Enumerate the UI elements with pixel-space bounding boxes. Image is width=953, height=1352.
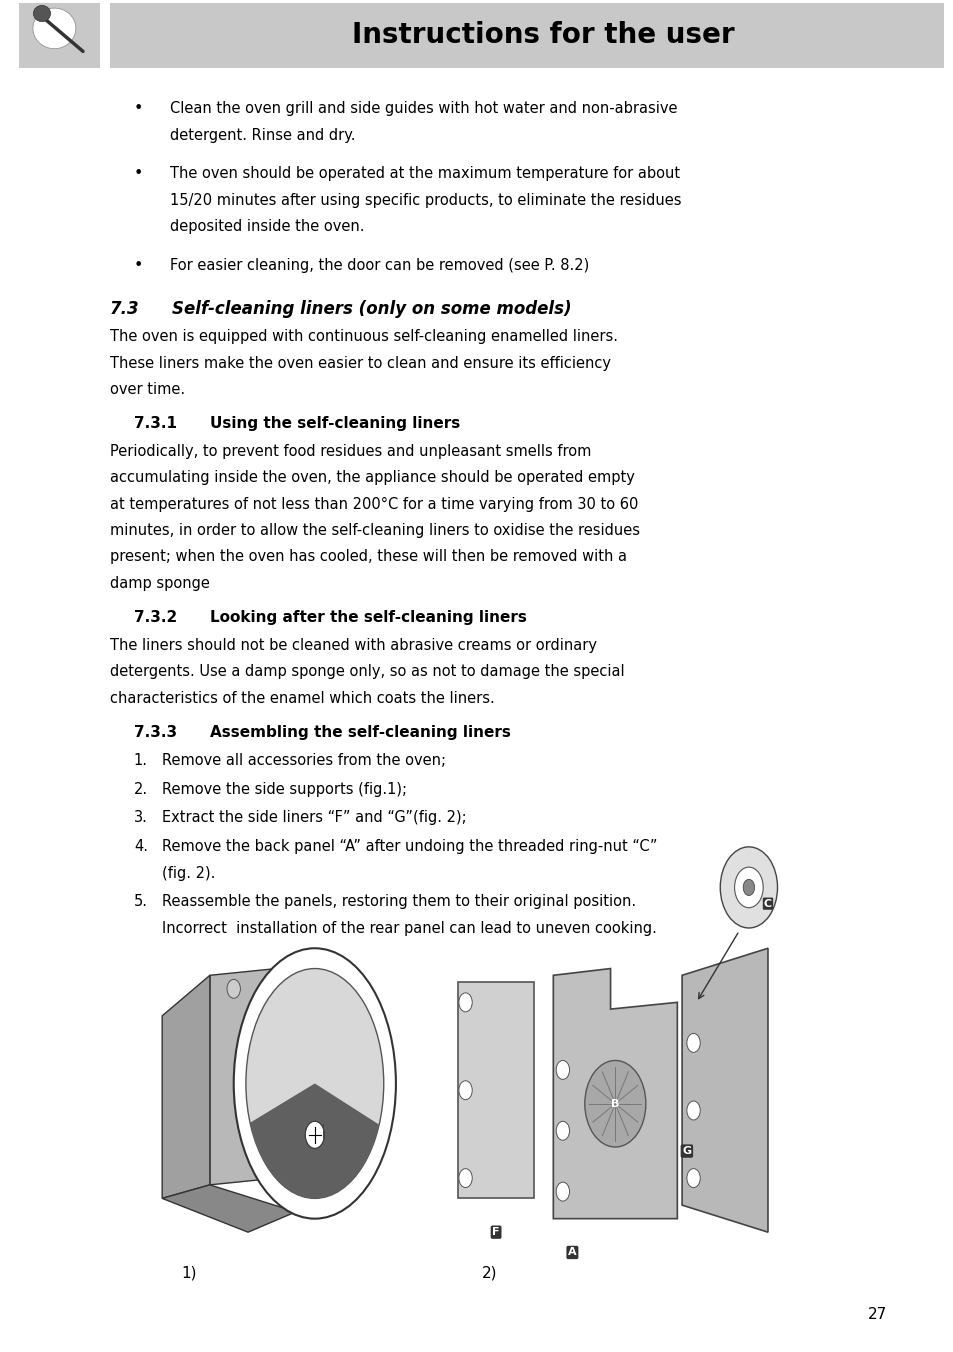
Text: 1): 1) (181, 1265, 196, 1280)
Text: 27: 27 (867, 1307, 886, 1322)
Ellipse shape (246, 968, 383, 1198)
Text: Instructions for the user: Instructions for the user (352, 22, 735, 49)
Text: Remove all accessories from the oven;: Remove all accessories from the oven; (162, 753, 446, 768)
Text: 7.3: 7.3 (110, 300, 139, 318)
Text: B: B (611, 1099, 618, 1109)
Circle shape (458, 1080, 472, 1099)
Circle shape (686, 1101, 700, 1119)
Polygon shape (210, 968, 276, 1184)
Circle shape (734, 867, 762, 907)
Ellipse shape (233, 948, 395, 1218)
Bar (457, 982, 534, 1198)
Text: 7.3.3: 7.3.3 (133, 725, 176, 740)
Text: Looking after the self-cleaning liners: Looking after the self-cleaning liners (210, 610, 526, 626)
Text: 5.: 5. (133, 895, 148, 910)
Circle shape (227, 979, 240, 998)
Ellipse shape (33, 5, 51, 22)
Circle shape (556, 1182, 569, 1201)
Polygon shape (250, 1083, 378, 1198)
Text: •: • (133, 101, 143, 116)
Ellipse shape (32, 8, 75, 49)
Text: detergent. Rinse and dry.: detergent. Rinse and dry. (170, 127, 355, 143)
Text: characteristics of the enamel which coats the liners.: characteristics of the enamel which coat… (110, 691, 494, 706)
Text: The oven is equipped with continuous self-cleaning enamelled liners.: The oven is equipped with continuous sel… (110, 329, 617, 345)
Polygon shape (162, 1184, 295, 1232)
Text: Extract the side liners “F” and “G”(fig. 2);: Extract the side liners “F” and “G”(fig.… (162, 810, 466, 826)
Text: Reassemble the panels, restoring them to their original position.: Reassemble the panels, restoring them to… (162, 895, 636, 910)
Text: A: A (567, 1248, 577, 1257)
Text: Assembling the self-cleaning liners: Assembling the self-cleaning liners (210, 725, 510, 740)
Text: detergents. Use a damp sponge only, so as not to damage the special: detergents. Use a damp sponge only, so a… (110, 664, 623, 679)
Text: Remove the side supports (fig.1);: Remove the side supports (fig.1); (162, 781, 407, 796)
Text: Remove the back panel “A” after undoing the threaded ring-nut “C”: Remove the back panel “A” after undoing … (162, 840, 657, 854)
Text: 2): 2) (481, 1265, 497, 1280)
Circle shape (458, 1168, 472, 1187)
Text: 3.: 3. (133, 810, 148, 826)
Text: 1.: 1. (133, 753, 148, 768)
Text: Self-cleaning liners (only on some models): Self-cleaning liners (only on some model… (172, 300, 571, 318)
Text: These liners make the oven easier to clean and ensure its efficiency: These liners make the oven easier to cle… (110, 356, 610, 370)
Text: Using the self-cleaning liners: Using the self-cleaning liners (210, 416, 459, 431)
Circle shape (556, 1060, 569, 1079)
Text: minutes, in order to allow the self-cleaning liners to oxidise the residues: minutes, in order to allow the self-clea… (110, 523, 639, 538)
Text: 15/20 minutes after using specific products, to eliminate the residues: 15/20 minutes after using specific produ… (170, 192, 680, 208)
Polygon shape (553, 968, 677, 1218)
Circle shape (458, 992, 472, 1011)
Text: The liners should not be cleaned with abrasive creams or ordinary: The liners should not be cleaned with ab… (110, 638, 596, 653)
Text: Periodically, to prevent food residues and unpleasant smells from: Periodically, to prevent food residues a… (110, 443, 591, 460)
Text: F: F (492, 1228, 499, 1237)
Text: (fig. 2).: (fig. 2). (162, 865, 215, 880)
Circle shape (720, 846, 777, 927)
Text: Incorrect  installation of the rear panel can lead to uneven cooking.: Incorrect installation of the rear panel… (162, 921, 657, 936)
Bar (110, 3, 943, 68)
Text: 4.: 4. (133, 840, 148, 854)
Circle shape (686, 1168, 700, 1187)
Text: G: G (681, 1146, 691, 1156)
Ellipse shape (584, 1060, 645, 1146)
Circle shape (305, 1121, 324, 1148)
Text: 7.3.1: 7.3.1 (133, 416, 176, 431)
Text: at temperatures of not less than 200°C for a time varying from 30 to 60: at temperatures of not less than 200°C f… (110, 496, 638, 512)
Text: deposited inside the oven.: deposited inside the oven. (170, 219, 364, 234)
Text: damp sponge: damp sponge (110, 576, 210, 591)
Text: 2.: 2. (133, 781, 148, 796)
Text: C: C (763, 899, 771, 909)
Circle shape (742, 879, 754, 895)
Text: •: • (133, 166, 143, 181)
Polygon shape (681, 948, 767, 1232)
Text: accumulating inside the oven, the appliance should be operated empty: accumulating inside the oven, the applia… (110, 470, 634, 485)
Text: 7.3.2: 7.3.2 (133, 610, 176, 626)
Text: Clean the oven grill and side guides with hot water and non-abrasive: Clean the oven grill and side guides wit… (170, 101, 677, 116)
Text: The oven should be operated at the maximum temperature for about: The oven should be operated at the maxim… (170, 166, 679, 181)
Text: present; when the oven has cooled, these will then be removed with a: present; when the oven has cooled, these… (110, 549, 626, 565)
Polygon shape (162, 975, 210, 1198)
Circle shape (686, 1033, 700, 1052)
Text: over time.: over time. (110, 381, 185, 397)
Bar (19, 3, 100, 68)
Text: •: • (133, 257, 143, 273)
Text: For easier cleaning, the door can be removed (see P. 8.2): For easier cleaning, the door can be rem… (170, 257, 588, 273)
Circle shape (556, 1121, 569, 1140)
